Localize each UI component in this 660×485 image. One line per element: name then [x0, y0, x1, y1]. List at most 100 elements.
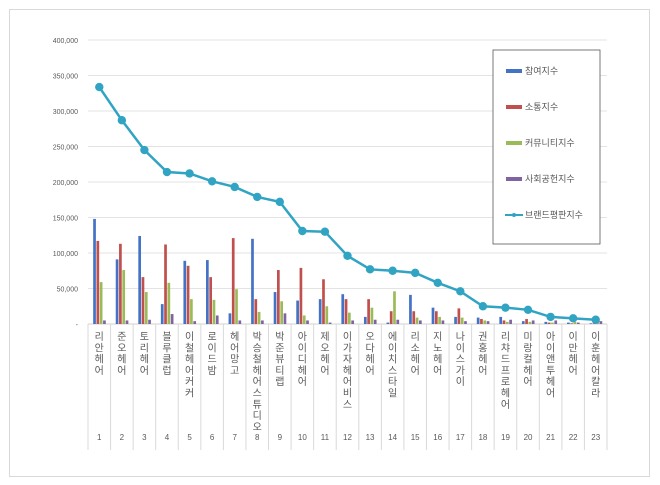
bar-커뮤니티지수: [302, 315, 306, 324]
bar-사회공헌지수: [576, 322, 580, 324]
bar-참여지수: [251, 238, 254, 324]
bar-소통지수: [119, 243, 122, 324]
bar-소통지수: [344, 299, 348, 324]
line-point: [568, 314, 578, 323]
bar-참여지수: [138, 235, 142, 324]
y-tick-label: 150,000: [53, 216, 78, 223]
bar-소통지수: [434, 311, 438, 324]
bar-커뮤니티지수: [144, 292, 148, 324]
bar-참여지수: [499, 316, 503, 324]
bar-사회공헌지수: [464, 321, 467, 324]
line-point: [591, 315, 600, 324]
y-tick-label: 400,000: [53, 38, 78, 45]
bar-커뮤니티지수: [257, 311, 261, 324]
bar-사회공헌지수: [441, 320, 445, 324]
bar-커뮤니티지수: [438, 316, 441, 324]
legend-swatch: [506, 141, 522, 145]
bar-사회공헌지수: [418, 320, 422, 324]
bar-소통지수: [570, 323, 574, 324]
bar-사회공헌지수: [554, 320, 558, 324]
bar-참여지수: [341, 294, 345, 324]
line-point: [162, 167, 172, 177]
bar-참여지수: [183, 260, 187, 324]
rank-label: 21: [546, 433, 555, 442]
bar-소통지수: [164, 244, 167, 324]
bar-커뮤니티지수: [212, 299, 216, 324]
line-point: [433, 278, 442, 288]
line-point: [365, 265, 375, 274]
bar-소통지수: [525, 319, 528, 324]
bar-사회공헌지수: [125, 320, 129, 324]
bar-소통지수: [547, 322, 551, 324]
legend-label: 참여지수: [525, 65, 558, 77]
legend-marker: [512, 213, 516, 217]
y-tick-label: 100,000: [53, 251, 78, 258]
legend-swatch: [506, 69, 522, 73]
bar-참여지수: [454, 316, 457, 324]
bar-참여지수: [544, 321, 548, 324]
y-tick-label: 350,000: [53, 74, 78, 81]
line-point: [253, 192, 262, 202]
bar-커뮤니티지수: [483, 320, 487, 324]
rank-label: 13: [366, 433, 375, 442]
legend-label: 커뮤니티지수: [525, 138, 575, 149]
bar-커뮤니티지수: [99, 282, 103, 324]
bar-커뮤니티지수: [551, 322, 554, 324]
bar-소통지수: [231, 238, 235, 324]
bar-참여지수: [296, 300, 299, 324]
bar-커뮤니티지수: [348, 312, 351, 324]
bar-참여지수: [363, 316, 367, 324]
legend-label: 브랜드평판지수: [525, 210, 583, 221]
rank-label: 23: [591, 433, 600, 442]
bar-참여지수: [589, 323, 593, 324]
bar-소통지수: [502, 320, 506, 324]
bar-커뮤니티지수: [235, 289, 238, 324]
rank-label: 11: [321, 433, 330, 442]
bar-참여지수: [160, 304, 164, 324]
y-tick-label: 250,000: [53, 145, 78, 152]
line-point: [501, 303, 510, 312]
rank-label: 9: [278, 433, 283, 442]
bar-사회공헌지수: [103, 320, 106, 324]
chart-frame: [9, 9, 650, 477]
bar-사회공헌지수: [215, 315, 219, 324]
line-point: [478, 302, 488, 311]
bar-사회공헌지수: [238, 320, 242, 324]
rank-label: 16: [433, 433, 442, 442]
y-tick-label: -: [76, 322, 79, 329]
bar-커뮤니티지수: [370, 307, 374, 324]
line-point: [95, 82, 104, 92]
bar-참여지수: [318, 299, 322, 324]
bar-커뮤니티지수: [122, 270, 126, 324]
line-point: [185, 169, 194, 178]
bar-사회공헌지수: [261, 320, 264, 324]
bar-사회공헌지수: [531, 320, 535, 324]
line-point: [343, 251, 352, 261]
rank-label: 8: [255, 433, 260, 442]
bar-참여지수: [431, 307, 435, 324]
bar-참여지수: [409, 294, 412, 324]
rank-label: 12: [343, 433, 352, 442]
bar-사회공헌지수: [328, 322, 332, 324]
bar-커뮤니티지수: [573, 321, 577, 324]
line-point: [140, 145, 149, 155]
bar-사회공헌지수: [193, 321, 197, 324]
bar-소통지수: [209, 277, 213, 324]
line-point: [275, 197, 285, 207]
line-point: [388, 266, 397, 275]
bar-소통지수: [457, 308, 461, 324]
